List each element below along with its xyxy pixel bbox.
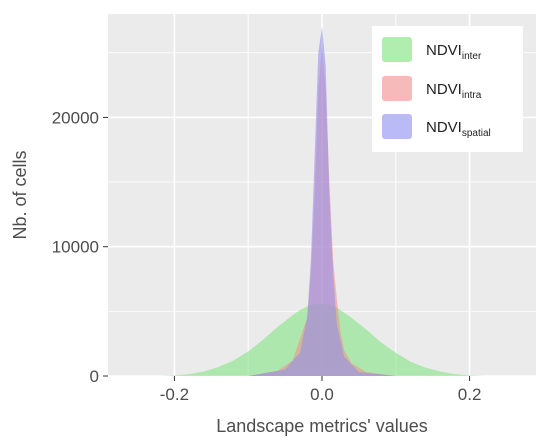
series-area-spatial [248,26,396,377]
legend-item-spatial: NDVIspatial [382,114,491,139]
x-tick-label: 0.0 [310,385,334,404]
legend-key-inter [382,37,412,62]
y-tick-labels: 0 10000 20000 [52,108,99,386]
legend-item-inter: NDVIinter [382,37,482,62]
legend-label-spatial: NDVIspatial [426,119,491,139]
x-axis-label: Landscape metrics' values [216,416,428,436]
y-axis-label: Nb. of cells [10,150,30,239]
axis-ticks [103,116,471,381]
legend-item-intra: NDVIintra [382,76,482,101]
x-tick-label: -0.2 [160,385,189,404]
y-tick-label: 0 [90,367,99,386]
legend-key-spatial [382,114,412,139]
legend-label-intra: NDVIintra [426,81,482,101]
series-areas [159,26,485,377]
legend: NDVIinter NDVIintra NDVIspatial [372,26,523,152]
x-tick-labels: -0.2 0.0 0.2 [160,385,482,404]
y-tick-label: 20000 [52,108,99,127]
y-tick-label: 10000 [52,238,99,257]
legend-label-inter: NDVIinter [426,42,482,62]
legend-key-intra [382,76,412,101]
x-tick-label: 0.2 [458,385,482,404]
